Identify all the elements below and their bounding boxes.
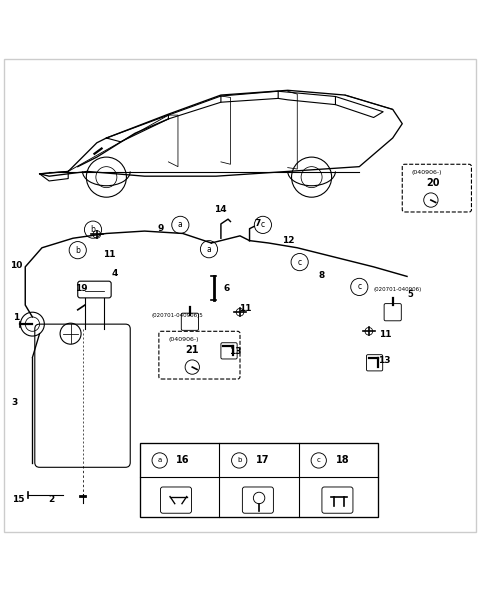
Text: b: b [91, 225, 96, 234]
Text: 12: 12 [282, 236, 295, 245]
Text: 18: 18 [336, 456, 349, 466]
FancyBboxPatch shape [402, 164, 471, 212]
Text: 20: 20 [426, 178, 440, 188]
FancyBboxPatch shape [242, 487, 274, 513]
Text: c: c [317, 457, 321, 463]
Text: (040906-): (040906-) [168, 337, 199, 342]
Text: 13: 13 [229, 347, 242, 356]
Text: 1: 1 [13, 313, 20, 322]
Text: 7: 7 [254, 219, 261, 228]
Bar [140, 443, 378, 517]
Text: 3: 3 [11, 398, 17, 407]
FancyBboxPatch shape [221, 343, 237, 359]
Text: 14: 14 [214, 205, 227, 214]
Text: 16: 16 [176, 456, 190, 466]
Text: 11: 11 [379, 330, 392, 339]
Text: 19: 19 [75, 284, 88, 293]
Text: b: b [237, 457, 241, 463]
Text: (020701-040906): (020701-040906) [373, 287, 422, 292]
FancyBboxPatch shape [384, 304, 401, 321]
Text: 2: 2 [48, 495, 54, 504]
Text: 6: 6 [223, 284, 229, 293]
Text: 17: 17 [256, 456, 269, 466]
Text: c: c [261, 220, 265, 229]
FancyBboxPatch shape [159, 332, 240, 379]
Text: 9: 9 [158, 224, 164, 233]
FancyBboxPatch shape [181, 313, 199, 330]
Text: a: a [157, 457, 162, 463]
FancyBboxPatch shape [35, 324, 130, 467]
Text: 11: 11 [103, 251, 115, 259]
Text: 13: 13 [378, 356, 391, 365]
Text: 15: 15 [12, 495, 24, 504]
Text: (040906-): (040906-) [412, 170, 442, 175]
Text: 8: 8 [319, 271, 325, 280]
Text: 11: 11 [239, 304, 252, 313]
Text: c: c [357, 282, 361, 291]
Text: (020701-040906)5: (020701-040906)5 [152, 313, 204, 318]
FancyBboxPatch shape [366, 355, 383, 371]
Text: 5: 5 [407, 290, 413, 299]
FancyBboxPatch shape [160, 487, 192, 513]
Text: c: c [298, 258, 302, 267]
Text: a: a [206, 245, 211, 254]
Text: 21: 21 [185, 345, 199, 355]
FancyBboxPatch shape [322, 487, 353, 513]
FancyBboxPatch shape [78, 281, 111, 298]
Text: 10: 10 [10, 261, 23, 270]
Text: a: a [178, 220, 183, 229]
Text: b: b [75, 246, 80, 255]
Text: 4: 4 [111, 269, 118, 278]
